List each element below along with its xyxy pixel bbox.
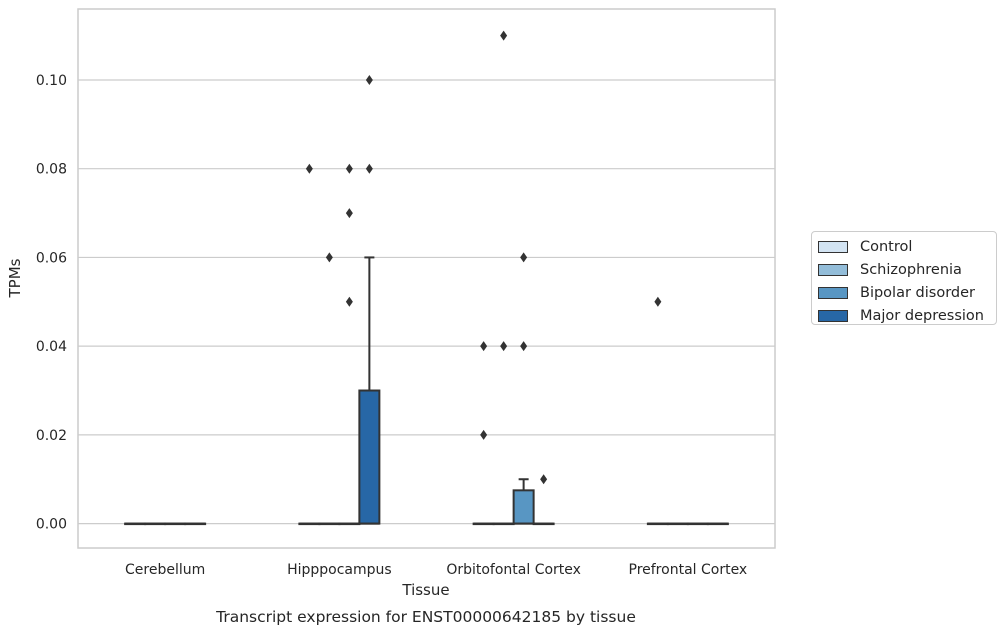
x-tick-label: Prefrontal Cortex [629,562,748,578]
box-major-depression [184,522,207,526]
box-control [646,522,669,526]
box-body [512,489,535,525]
legend-label-bipolar-disorder: Bipolar disorder [860,284,975,301]
boxes [124,256,729,526]
box-control [298,522,321,526]
x-axis-ticks: Cerebellum Hipppocampus Orbitofontal Corte… [125,562,747,578]
outlier-point [540,474,548,485]
y-tick-label: 0.04 [36,339,67,355]
y-tick-label: 0.06 [36,250,67,266]
outlier-point [654,296,662,307]
box-body [358,389,381,525]
x-tick-label: Cerebellum [125,562,205,578]
legend: Control Schizophrenia Bipolar disorder M… [811,231,997,325]
legend-label-major-depression: Major depression [860,307,984,324]
y-tick-label: 0.00 [36,517,67,533]
outlier-point [500,30,508,41]
legend-swatch-bipolar-disorder [818,286,848,299]
outlier-point [520,341,528,352]
legend-item-schizophrenia: Schizophrenia [812,258,996,281]
outlier-point [365,163,373,174]
outlier-point [305,163,313,174]
legend-item-control: Control [812,235,996,258]
legend-swatch-control [818,240,848,253]
box-bipolar-disorder [686,522,709,526]
box-bipolar-disorder [512,478,535,525]
box-control [124,522,147,526]
outlier-point [345,208,353,219]
outlier-point [325,252,333,263]
box-schizophrenia [666,522,689,526]
legend-item-bipolar-disorder: Bipolar disorder [812,281,996,304]
box-major-depression [358,256,381,525]
x-tick-label: Hipppocampus [287,562,392,578]
legend-swatch-schizophrenia [818,263,848,276]
box-schizophrenia [318,522,341,526]
y-tick-label: 0.10 [36,73,67,89]
outlier-point [480,341,488,352]
y-tick-label: 0.08 [36,162,67,178]
x-tick-label: Orbitofontal Cortex [446,562,581,578]
box-bipolar-disorder [164,522,187,526]
y-tick-label: 0.02 [36,428,67,444]
outlier-point [345,163,353,174]
legend-item-major-depression: Major depression [812,304,996,327]
legend-swatch-major-depression [818,309,848,322]
box-major-depression [532,522,555,526]
box-schizophrenia [492,522,515,526]
chart-title: Transcript expression for ENST0000064218… [215,608,636,626]
box-control [472,522,495,526]
legend-label-schizophrenia: Schizophrenia [860,261,962,278]
legend-label-control: Control [860,238,913,255]
y-axis-label: TPMs [6,258,24,298]
outlier-point [480,429,488,440]
box-schizophrenia [144,522,167,526]
outlier-point [520,252,528,263]
box-major-depression [706,522,729,526]
outliers [305,30,662,485]
outlier-point [365,74,373,85]
outlier-point [500,341,508,352]
outlier-point [345,296,353,307]
plot-area-frame [77,8,776,549]
gridlines [78,79,775,525]
y-axis-ticks: 0.00 0.02 0.04 0.06 0.08 0.10 [36,73,67,533]
box-bipolar-disorder [338,522,361,526]
x-axis-label: Tissue [401,581,449,599]
